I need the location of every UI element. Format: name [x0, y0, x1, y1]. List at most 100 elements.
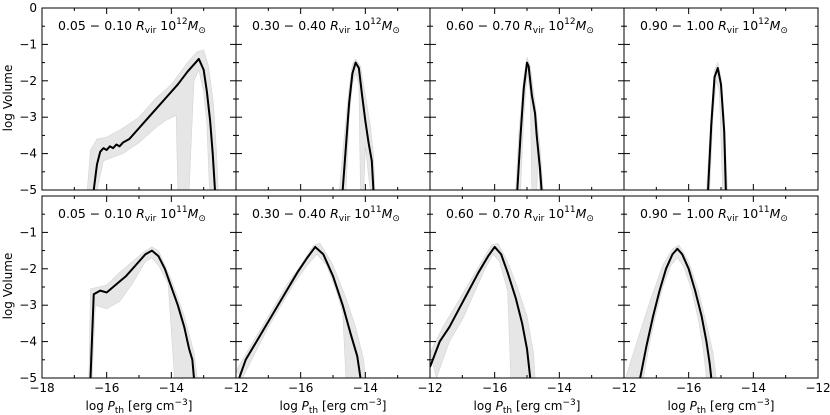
x-title-log: log [668, 399, 690, 413]
median-line [516, 61, 543, 190]
panel-label-ten: 10 [350, 206, 370, 221]
scatter-band [86, 49, 219, 190]
panel-label-range: 0.60 − 0.70 [446, 18, 524, 33]
median-line [430, 245, 532, 378]
x-title-sub: th [503, 406, 512, 415]
panel-label-r: R [718, 206, 727, 221]
panel-label-vir: vir [533, 26, 545, 36]
x-axis-title: log Pth [erg cm−3] [668, 398, 775, 415]
panel-plot-area [339, 58, 376, 190]
scatter-band [236, 242, 366, 378]
median-line [707, 67, 727, 190]
panel-plot-area [86, 49, 219, 190]
panel-label: 0.60 − 0.70 Rvir 1012M⊙ [446, 17, 594, 36]
panel-label-m: M [576, 206, 587, 221]
panel-label-m: M [770, 206, 781, 221]
y-tick-label-top: −3 [19, 110, 37, 124]
panel-label: 0.05 − 0.10 Rvir 1012M⊙ [58, 17, 206, 36]
x-title-log: log [474, 399, 496, 413]
x-tick-label: −12 [417, 381, 442, 395]
panel-label-sun: ⊙ [198, 26, 206, 36]
x-tick-label: −14 [159, 381, 184, 395]
median-line [92, 57, 216, 190]
panel-label-r: R [330, 18, 339, 33]
panel-plot-area [515, 57, 544, 190]
y-axis-title-top: log Volume [1, 65, 15, 132]
x-title-exp: −3 [756, 398, 769, 408]
x-title-p: P [108, 399, 116, 413]
panel-label-r: R [524, 206, 533, 221]
panel-3: 0.60 − 0.70 Rvir 1012M⊙ [429, 7, 625, 191]
scatter-band [88, 246, 198, 378]
y-tick-label-top: −1 [19, 37, 37, 51]
x-tick-label: −14 [741, 381, 766, 395]
panel-label-vir: vir [727, 26, 739, 36]
x-title-log: log [280, 399, 302, 413]
panel-label-exp: 11 [564, 205, 575, 215]
panel-label-range: 0.30 − 0.40 [252, 206, 330, 221]
x-tick-label: −18 [29, 381, 54, 395]
y-tick-label-bottom: −3 [19, 298, 37, 312]
panel-label-exp: 12 [758, 17, 769, 27]
x-axis-title: log Pth [erg cm−3] [86, 398, 193, 415]
y-tick-label-top: −2 [19, 74, 37, 88]
x-tick-label: −16 [676, 381, 701, 395]
panel-label-sun: ⊙ [586, 214, 594, 224]
panel-label-vir: vir [145, 214, 157, 224]
panel-plot-area [88, 246, 198, 378]
panel-label-exp: 12 [370, 17, 381, 27]
panel-label-m: M [188, 206, 199, 221]
panel-plot-area [706, 61, 728, 190]
x-title-unit: [erg cm [124, 399, 174, 413]
panel-2: 0.30 − 0.40 Rvir 1012M⊙ [235, 7, 431, 191]
panel-label-sun: ⊙ [780, 214, 788, 224]
y-tick-label-bottom: −4 [19, 335, 37, 349]
panel-label-vir: vir [339, 214, 351, 224]
y-tick-label-bottom: −2 [19, 262, 37, 276]
panel-label-sun: ⊙ [780, 26, 788, 36]
panel-label-ten: 10 [738, 18, 758, 33]
x-title-log: log [86, 399, 108, 413]
panel-label-vir: vir [339, 26, 351, 36]
x-title-p: P [496, 399, 504, 413]
panel-label-ten: 10 [544, 18, 564, 33]
x-tick-label: −12 [223, 381, 248, 395]
panel-label: 0.30 − 0.40 Rvir 1012M⊙ [252, 17, 400, 36]
panel-label-range: 0.30 − 0.40 [252, 18, 330, 33]
panel-label-r: R [330, 206, 339, 221]
panel-label-exp: 11 [758, 205, 769, 215]
median-line [341, 61, 375, 190]
panel-label-sun: ⊙ [586, 26, 594, 36]
x-title-sub: th [697, 406, 706, 415]
panel-label-r: R [524, 18, 533, 33]
panel-label-ten: 10 [156, 206, 176, 221]
scatter-band [625, 244, 717, 378]
x-title-unit: [erg cm [706, 399, 756, 413]
x-title-unit: [erg cm [318, 399, 368, 413]
panel-label-sun: ⊙ [198, 214, 206, 224]
panel-label-range: 0.60 − 0.70 [446, 206, 524, 221]
panel-label-sun: ⊙ [392, 26, 400, 36]
x-title-exp: −3 [562, 398, 575, 408]
panel-label-range: 0.05 − 0.10 [58, 206, 136, 221]
panel-label-ten: 10 [156, 18, 176, 33]
panel-frame [235, 7, 431, 191]
x-tick-label: −12 [611, 381, 636, 395]
panel-label: 0.90 − 1.00 Rvir 1012M⊙ [640, 17, 788, 36]
y-tick-label-top: −5 [19, 183, 37, 197]
panel-plot-area [625, 244, 717, 378]
panels-group: 0.05 − 0.10 Rvir 1012M⊙ 0.30 − 0.40 Rvir … [19, 1, 830, 415]
x-title-sub: th [309, 406, 318, 415]
panel-label-ten: 10 [350, 18, 370, 33]
panel-label-exp: 11 [176, 205, 187, 215]
y-tick-label-top: −4 [19, 147, 37, 161]
panel-label-m: M [576, 18, 587, 33]
x-axis-title: log Pth [erg cm−3] [474, 398, 581, 415]
panel-label-ten: 10 [544, 206, 564, 221]
panel-label-m: M [382, 206, 393, 221]
median-line [89, 249, 195, 378]
x-tick-label: −14 [353, 381, 378, 395]
panel-5: 0.05 − 0.10 Rvir 1011M⊙ [41, 195, 237, 379]
x-tick-label: −14 [547, 381, 572, 395]
median-line [238, 245, 362, 378]
